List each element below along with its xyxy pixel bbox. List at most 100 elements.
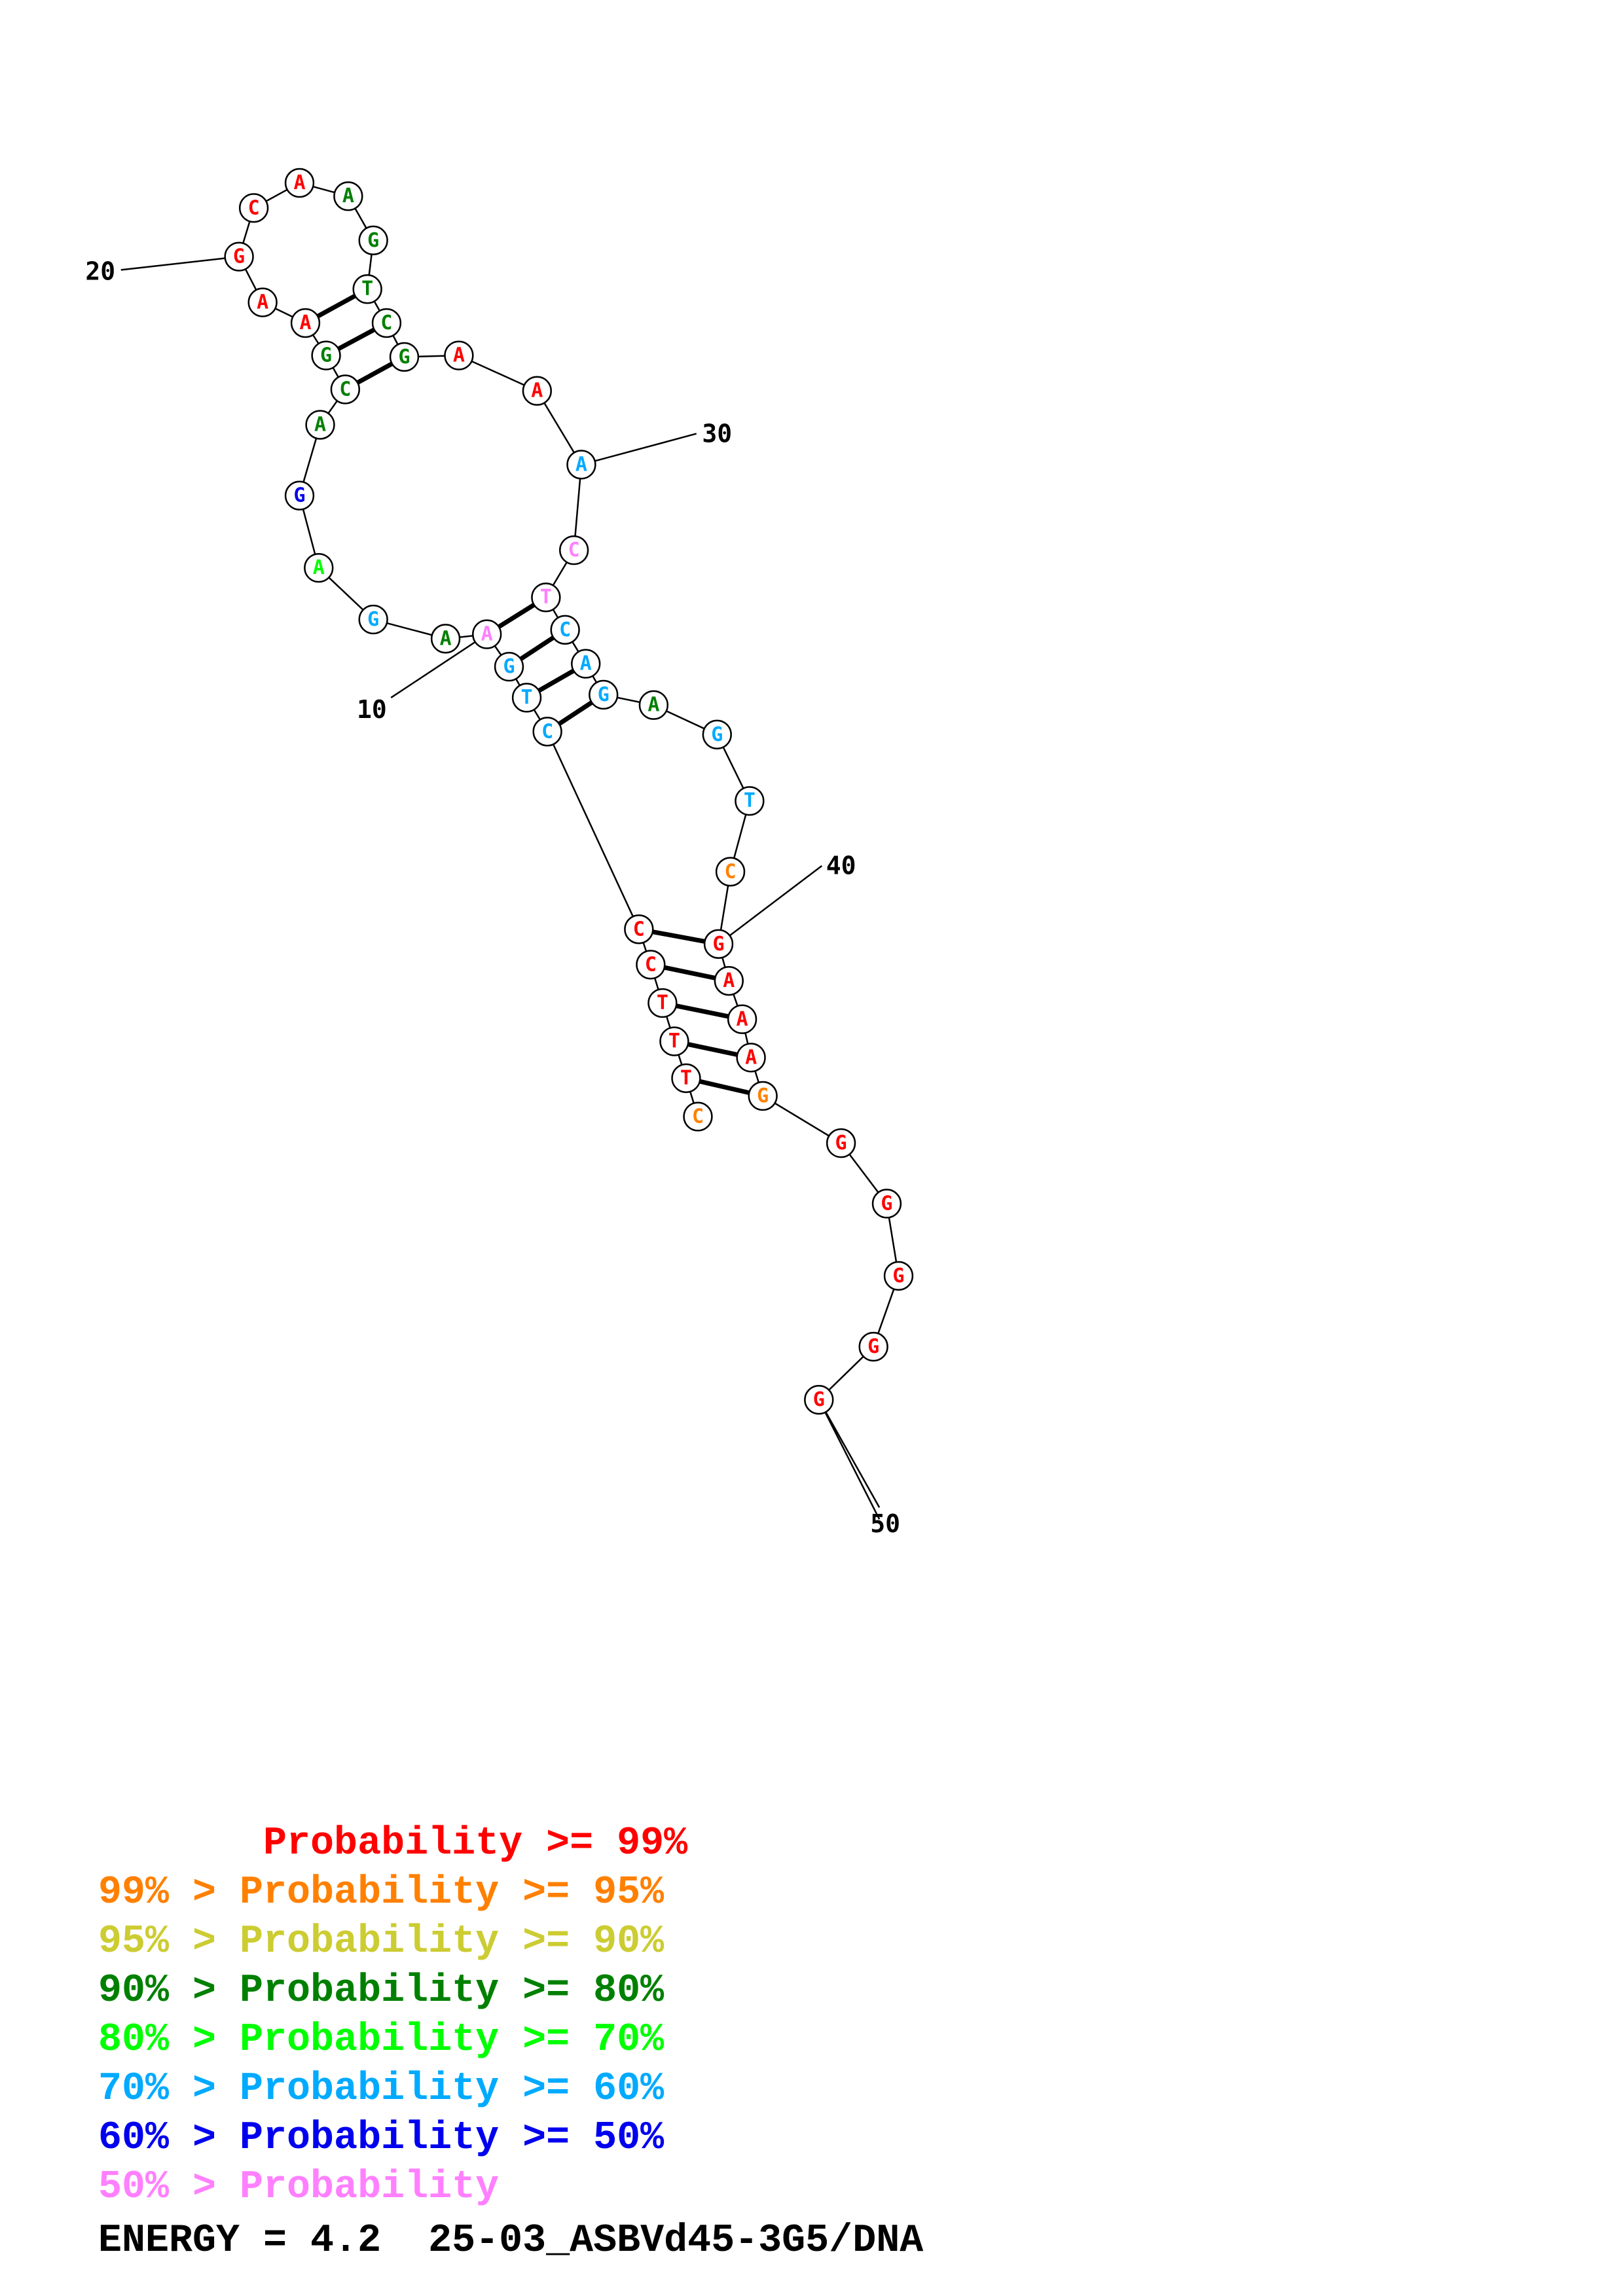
nucleotide-circle xyxy=(636,950,666,980)
nucleotide-letter: T xyxy=(744,789,756,812)
nucleotide: A xyxy=(522,376,552,406)
legend-entry: 70% > Probability >= 60% xyxy=(98,2067,665,2111)
nucleotide-letter: C xyxy=(633,918,645,941)
position-tick xyxy=(390,634,488,699)
nucleotide-letter: A xyxy=(453,344,465,367)
nucleotide: C xyxy=(636,950,666,980)
nucleotide: C xyxy=(550,615,580,645)
nucleotide: A xyxy=(247,287,278,317)
nucleotide-circle xyxy=(703,929,734,959)
position-tick xyxy=(581,433,697,466)
nucleotide: A xyxy=(333,181,363,211)
nucleotide: G xyxy=(702,719,732,749)
nucleotide: A xyxy=(638,690,669,720)
nucleotide-circle xyxy=(284,480,315,511)
nucleotide-letter: T xyxy=(521,686,533,709)
position-tick xyxy=(818,1399,881,1508)
nucleotide-circle xyxy=(290,308,321,338)
nucleotide-letter: A xyxy=(313,556,325,579)
nucleotide: A xyxy=(714,966,744,996)
nucleotide-circle xyxy=(735,786,765,816)
nucleotide-circle xyxy=(330,374,361,404)
nucleotide: T xyxy=(735,786,765,816)
nucleotide-circle xyxy=(371,308,402,338)
nucleotide-circle xyxy=(494,651,524,682)
nucleotide-circle xyxy=(748,1081,778,1111)
nucleotide-letter: G xyxy=(881,1192,892,1215)
nucleotide: C xyxy=(715,857,746,887)
nucleotide-letter: A xyxy=(440,627,452,650)
nucleotide-letter: G xyxy=(293,484,305,507)
nucleotide-circle xyxy=(311,340,341,370)
nucleotide: G xyxy=(224,242,254,272)
nucleotide: A xyxy=(566,450,596,480)
nucleotide-circle xyxy=(333,181,363,211)
nucleotide-letter: A xyxy=(531,380,543,403)
nucleotide-letter: C xyxy=(725,860,737,883)
nucleotide-circle xyxy=(871,1189,902,1219)
position-label: 50 xyxy=(870,1509,900,1538)
nucleotide-letter: G xyxy=(367,229,379,252)
nucleotide-circle xyxy=(550,615,580,645)
nucleotide-circle xyxy=(304,552,334,583)
backbone-segment xyxy=(546,731,640,930)
nucleotide: G xyxy=(284,480,315,511)
position-label: 30 xyxy=(702,419,732,448)
nucleotide-circle xyxy=(472,619,502,649)
nucleotide-circle xyxy=(683,1102,713,1132)
legend-entry: 90% > Probability >= 80% xyxy=(98,1969,665,2013)
nucleotide-circle xyxy=(659,1026,689,1056)
nucleotide-letter: G xyxy=(398,346,410,368)
nucleotide: G xyxy=(804,1385,834,1415)
nucleotide-letter: C xyxy=(380,312,392,334)
nucleotide-circle xyxy=(430,624,461,654)
nucleotide-letter: G xyxy=(712,933,724,956)
nucleotide-letter: C xyxy=(645,953,657,976)
nucleotide-circle xyxy=(238,193,269,223)
nucleotide: C xyxy=(559,535,589,565)
legend-entry: Probability >= 99% xyxy=(98,1821,688,1866)
nucleotide-circle xyxy=(571,649,601,679)
nucleotide-letter: C xyxy=(692,1105,704,1128)
nucleotide-letter: A xyxy=(314,414,326,437)
nucleotide: G xyxy=(703,929,734,959)
probability-legend: Probability >= 99% 99% > Probability >= 9… xyxy=(98,1820,687,2212)
nucleotide-letter: A xyxy=(342,185,354,207)
nucleotide-letter: A xyxy=(257,291,268,314)
nucleotide: A xyxy=(571,649,601,679)
nucleotide-letter: A xyxy=(299,312,311,334)
nucleotide-letter: G xyxy=(503,655,515,678)
position-ticks: 10 20 30 40 50 xyxy=(85,255,900,1538)
nucleotide-letter: A xyxy=(745,1046,757,1069)
nucleotide-circle xyxy=(826,1128,856,1158)
nucleotide-circle xyxy=(305,410,335,440)
legend-entry: 99% > Probability >= 95% xyxy=(98,1871,665,1915)
nucleotide-circle xyxy=(522,376,552,406)
nucleotide-circle xyxy=(647,988,678,1018)
nucleotide: A xyxy=(736,1043,766,1073)
nucleotide-circle xyxy=(858,1331,888,1362)
nucleotide: G xyxy=(858,1331,888,1362)
position-label: 40 xyxy=(826,852,856,880)
nucleotide-circle xyxy=(883,1261,914,1291)
nucleotide-circle xyxy=(559,535,589,565)
nucleotide-letter: G xyxy=(367,608,379,631)
nucleotide-circle xyxy=(566,450,596,480)
nucleotide: G xyxy=(883,1261,914,1291)
energy-label: ENERGY = 4.2 25-03_ASBVd45-3G5/DNA xyxy=(98,2219,924,2263)
nucleotide-circle xyxy=(804,1385,834,1415)
nucleotide-letter: C xyxy=(559,619,571,641)
nucleotide-letter: A xyxy=(575,453,587,476)
nucleotide-letter: C xyxy=(248,196,260,219)
nucleotide: T xyxy=(531,583,561,613)
nucleotide-letter: T xyxy=(680,1067,692,1090)
nucleotide-letter: T xyxy=(540,586,552,609)
nucleotide-circle xyxy=(247,287,278,317)
nucleotide: A xyxy=(430,624,461,654)
nucleotide-letter: C xyxy=(568,539,580,562)
nucleotide-circle xyxy=(736,1043,766,1073)
nucleotide: G xyxy=(871,1189,902,1219)
nucleotide: C xyxy=(532,717,562,747)
nucleotide-letter: G xyxy=(320,344,332,367)
